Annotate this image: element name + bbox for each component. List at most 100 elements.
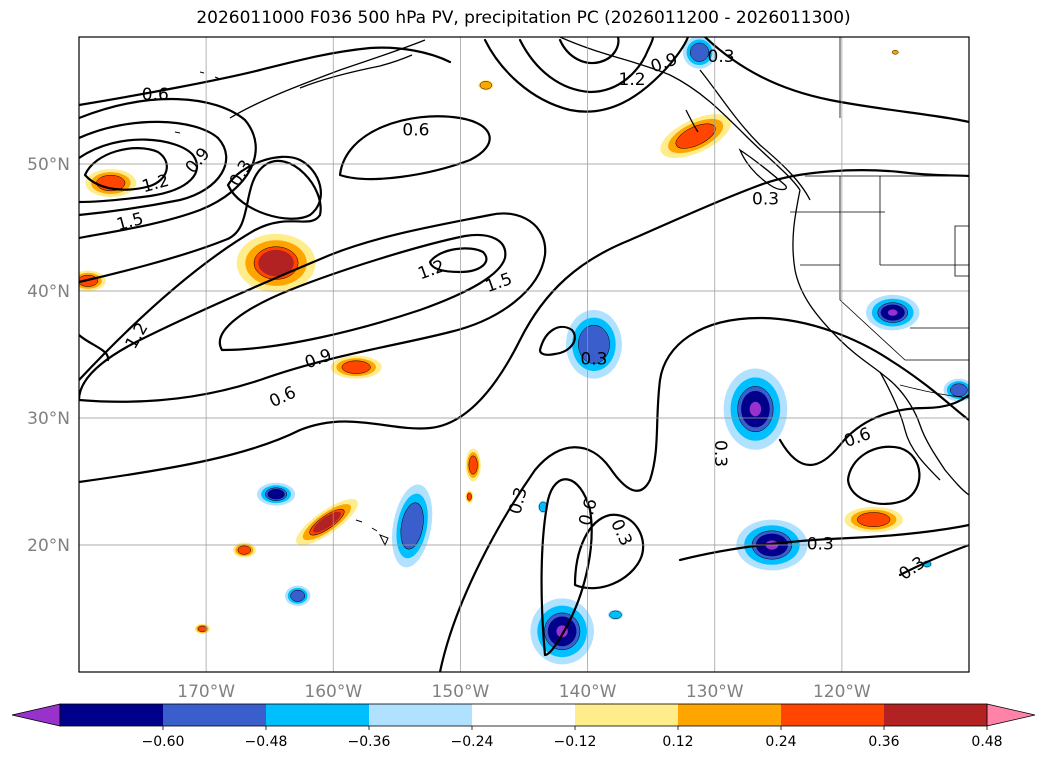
colorbar-tick-label: −0.24 xyxy=(451,734,494,750)
precip-blob xyxy=(284,585,311,606)
precip-blob xyxy=(478,80,494,91)
longitude-tick-label: 120°W xyxy=(813,682,871,702)
contour-label-text: 0.3 xyxy=(708,47,735,67)
contour-label-text: 1.2 xyxy=(619,70,646,90)
colorbar-segment xyxy=(884,704,988,726)
map-area: 0.61.21.50.9 0.30.61.20.9 0.30.31.2 1.50.90… xyxy=(78,36,970,673)
longitude-tick-label: 140°W xyxy=(559,682,617,702)
longitude-tick-label: 160°W xyxy=(304,682,362,702)
latitude-tick-label: 50°N xyxy=(27,155,70,175)
hawaii-island xyxy=(378,534,389,547)
pv-contour xyxy=(438,316,969,672)
precip-blob-shade xyxy=(466,492,472,501)
latitude-axis: 50°N 40°N 30°N 20°N xyxy=(27,155,70,556)
pv-contour xyxy=(846,445,921,505)
contour-label-text: 0.6 xyxy=(402,121,429,141)
precip-blob-core xyxy=(313,511,341,533)
pv-contour xyxy=(79,212,547,403)
pv-contour xyxy=(79,169,969,484)
aleutian-island xyxy=(199,71,205,74)
precip-blob xyxy=(891,49,900,55)
haida-gwaii-coast xyxy=(685,109,699,133)
pv-contour xyxy=(218,233,507,352)
colorbar-segment xyxy=(266,704,370,726)
latitude-tick-label: 20°N xyxy=(27,536,70,556)
chart-title: 2026011000 F036 500 hPa PV, precipitatio… xyxy=(196,8,851,28)
contour-label: 0.6 xyxy=(142,85,169,105)
contour-label: 0.6 xyxy=(402,121,429,141)
pv-contour xyxy=(79,333,110,362)
us-mexico-border xyxy=(899,384,969,399)
pv-contour xyxy=(428,247,488,274)
pv-contour xyxy=(678,523,969,562)
state-border xyxy=(839,265,906,361)
pv-contour xyxy=(83,147,168,191)
longitude-tick-label: 170°W xyxy=(177,682,235,702)
precip-blob-shade xyxy=(578,324,610,364)
longitude-axis: 170°W 160°W 150°W 140°W 130°W 120°W xyxy=(177,682,871,702)
pv-contour xyxy=(79,46,452,107)
pv-contour xyxy=(79,159,322,382)
colorbar-tick-label: −0.36 xyxy=(348,734,391,750)
colorbar-tick-label: 0.48 xyxy=(971,734,1002,750)
precip-blob xyxy=(296,499,358,546)
colorbar-extend-max xyxy=(986,703,1036,727)
precip-blob xyxy=(866,294,920,331)
precip-blob xyxy=(723,368,788,450)
contour-label: 0.3 xyxy=(708,47,735,67)
colorbar-segment xyxy=(369,704,473,726)
pv-contour xyxy=(483,37,690,113)
us-west-coast xyxy=(792,189,969,496)
colorbar-tick-label: −0.12 xyxy=(554,734,597,750)
precip-blob-shade xyxy=(950,383,968,397)
colorbar-segment xyxy=(472,704,576,726)
precip-blob xyxy=(530,598,594,665)
precip-blob xyxy=(465,448,481,482)
pv-contour xyxy=(226,155,322,220)
pv-contour xyxy=(540,478,593,657)
colorbar-tick-label: −0.60 xyxy=(142,734,185,750)
precip-blob-shade xyxy=(400,502,424,550)
precip-blob-shade xyxy=(197,625,207,632)
contour-label-text: 0.3 xyxy=(752,189,779,209)
precip-blob xyxy=(465,490,474,504)
precip-blob-shade xyxy=(609,610,622,620)
precip-blob-shade xyxy=(290,589,306,602)
hawaii-island xyxy=(371,527,378,532)
pv-contour xyxy=(558,37,620,65)
precip-blob xyxy=(232,542,256,558)
pv-contour xyxy=(79,98,257,240)
precip-blob xyxy=(844,506,903,533)
pv-contour xyxy=(538,325,576,356)
precip-blob-shade xyxy=(341,360,371,374)
alaska-southeast-coast xyxy=(559,37,801,191)
colorbar-tick-label: 0.36 xyxy=(868,734,899,750)
colorbar-segment xyxy=(781,704,885,726)
precip-blob-shade xyxy=(857,512,891,527)
border-layer xyxy=(790,37,969,399)
longitude-tick-label: 150°W xyxy=(432,682,490,702)
islands-layer xyxy=(174,71,389,547)
precip-blob xyxy=(194,623,210,634)
aleutian-island xyxy=(174,131,181,134)
hawaii-island xyxy=(355,519,363,523)
precip-blob xyxy=(330,355,382,379)
contour-label-text: 0.3 xyxy=(807,535,834,555)
pv-contour xyxy=(703,37,969,124)
baja-coast xyxy=(879,371,941,481)
pv-contour xyxy=(338,115,491,181)
precip-blob-shade xyxy=(689,42,709,62)
pv-contour xyxy=(518,37,655,94)
colorbar-extend-min xyxy=(11,703,61,727)
precip-blob xyxy=(391,484,433,568)
precip-blob xyxy=(660,114,731,159)
precip-blob-core xyxy=(267,489,285,500)
colorbar-segment xyxy=(163,704,267,726)
canada-west-coast xyxy=(699,69,811,201)
precip-blob xyxy=(236,233,316,293)
colorbar-segment xyxy=(678,704,782,726)
contour-label: 1.2 xyxy=(619,70,646,90)
latitude-tick-label: 30°N xyxy=(27,409,70,429)
colorbar-segment xyxy=(575,704,679,726)
